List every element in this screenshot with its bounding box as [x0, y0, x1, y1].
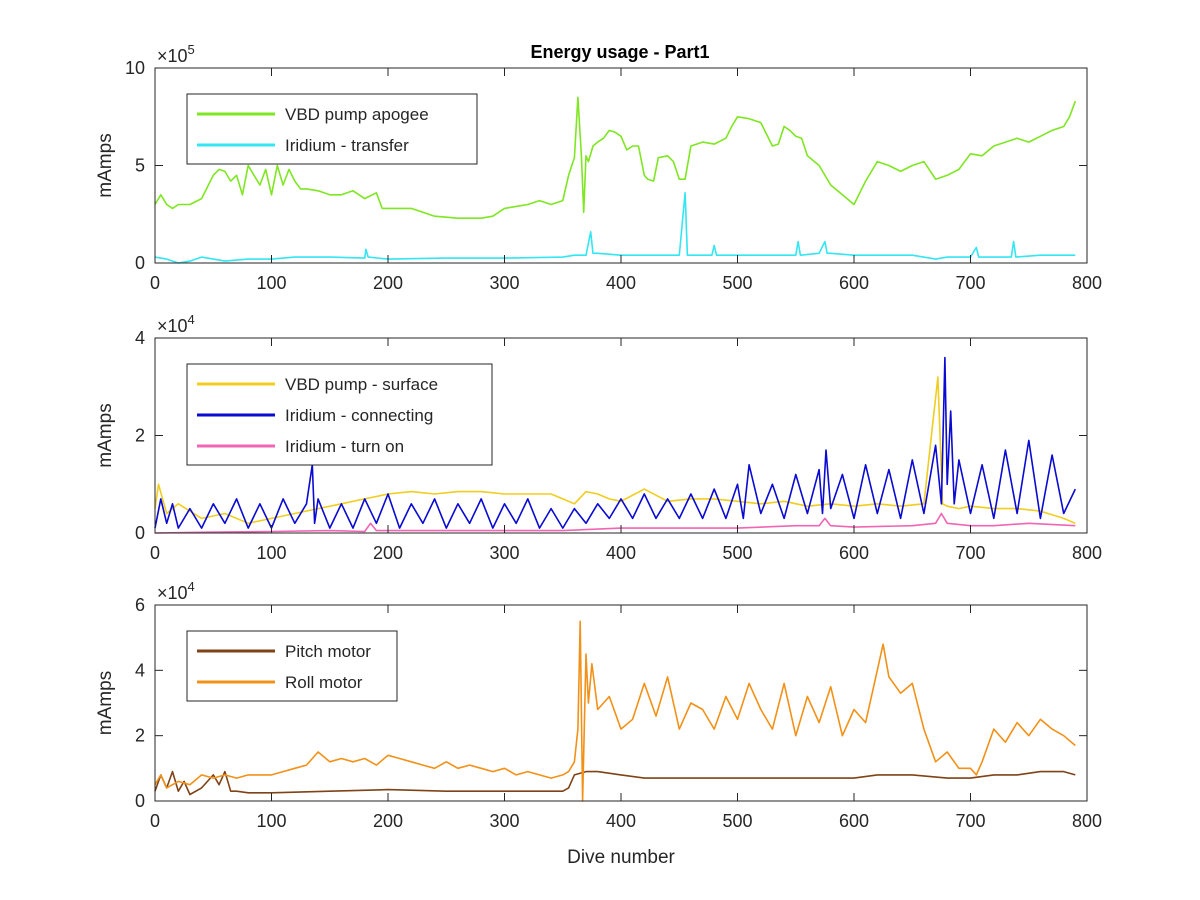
- series-line-1: [154, 770, 1076, 796]
- legend: VBD pump apogee Iridium - transfer: [186, 93, 478, 165]
- exponent-base: ×10: [157, 583, 188, 603]
- legend-label: Pitch motor: [285, 642, 371, 661]
- y-tick-label: 4: [135, 328, 145, 348]
- subplot-2: 0 100 200 300 400 500 600 700 800024×104mAmpsVBD…: [95, 312, 1102, 563]
- legend-label: Iridium - turn on: [285, 437, 404, 456]
- x-tick-label: 400: [606, 811, 636, 831]
- x-tick-label: 100: [256, 273, 286, 293]
- y-tick-label: 2: [135, 426, 145, 446]
- x-tick-label: 800: [1072, 543, 1102, 563]
- x-tick-label: 700: [955, 273, 985, 293]
- y-tick-label: 0: [135, 523, 145, 543]
- x-tick-label: 700: [955, 811, 985, 831]
- legend-label: Iridium - connecting: [285, 406, 433, 425]
- subplot-3: 0 100 200 300 400 500 600 700 8000246×104mAmpsDi…: [95, 579, 1102, 868]
- x-tick-label: 200: [373, 543, 403, 563]
- x-tick-label: 0: [150, 273, 160, 293]
- series-line-2: [154, 192, 1076, 264]
- x-tick-label: 800: [1072, 811, 1102, 831]
- x-tick-label: 300: [489, 543, 519, 563]
- chart-title: Energy usage - Part1: [530, 42, 709, 62]
- y-tick-label: 0: [135, 253, 145, 273]
- exponent-power: 4: [188, 579, 195, 594]
- series-line-1: [154, 376, 1076, 525]
- y-tick-label: 0: [135, 791, 145, 811]
- y-axis-label: mAmps: [95, 133, 116, 197]
- y-axis-label: mAmps: [95, 403, 116, 467]
- legend-label: VBD pump - surface: [285, 375, 438, 394]
- series-line-2: [154, 620, 1076, 802]
- x-tick-label: 300: [489, 811, 519, 831]
- x-tick-label: 200: [373, 273, 403, 293]
- y-exponent-label: ×104: [157, 312, 195, 336]
- x-tick-label: 400: [606, 273, 636, 293]
- exponent-base: ×10: [157, 46, 188, 66]
- x-tick-label: 100: [256, 811, 286, 831]
- legend-label: Roll motor: [285, 673, 363, 692]
- legend-label: VBD pump apogee: [285, 105, 429, 124]
- x-tick-label: 600: [839, 273, 869, 293]
- x-tick-label: 600: [839, 543, 869, 563]
- y-tick-label: 6: [135, 595, 145, 615]
- series-line-3: [154, 512, 1076, 534]
- subplot-1: 0 100 200 300 400 500 600 700 8000510×105mAmpsVB…: [95, 42, 1102, 293]
- x-tick-label: 300: [489, 273, 519, 293]
- x-tick-label: 200: [373, 811, 403, 831]
- series-line-1: [154, 96, 1077, 219]
- legend-box: [186, 93, 478, 165]
- x-tick-label: 0: [150, 811, 160, 831]
- x-tick-label: 400: [606, 543, 636, 563]
- series-line-2: [154, 356, 1077, 529]
- x-axis-label: Dive number: [567, 847, 675, 868]
- y-tick-label: 10: [125, 58, 145, 78]
- y-tick-label: 4: [135, 660, 145, 680]
- y-tick-label: 5: [135, 156, 145, 176]
- x-tick-label: 800: [1072, 273, 1102, 293]
- y-exponent-label: ×105: [157, 42, 195, 66]
- x-tick-label: 600: [839, 811, 869, 831]
- legend: VBD pump - surface Iridium - connecting Ir…: [186, 363, 493, 466]
- x-tick-label: 100: [256, 543, 286, 563]
- x-tick-label: 500: [722, 811, 752, 831]
- x-tick-label: 500: [722, 273, 752, 293]
- y-axis-label: mAmps: [95, 671, 116, 735]
- exponent-power: 5: [188, 42, 195, 57]
- y-exponent-label: ×104: [157, 579, 195, 603]
- x-tick-label: 0: [150, 543, 160, 563]
- legend-label: Iridium - transfer: [285, 136, 409, 155]
- exponent-power: 4: [188, 312, 195, 327]
- x-tick-label: 500: [722, 543, 752, 563]
- legend: Pitch motor Roll motor: [186, 630, 398, 702]
- y-tick-label: 2: [135, 726, 145, 746]
- exponent-base: ×10: [157, 316, 188, 336]
- legend-box: [186, 630, 398, 702]
- x-tick-label: 700: [955, 543, 985, 563]
